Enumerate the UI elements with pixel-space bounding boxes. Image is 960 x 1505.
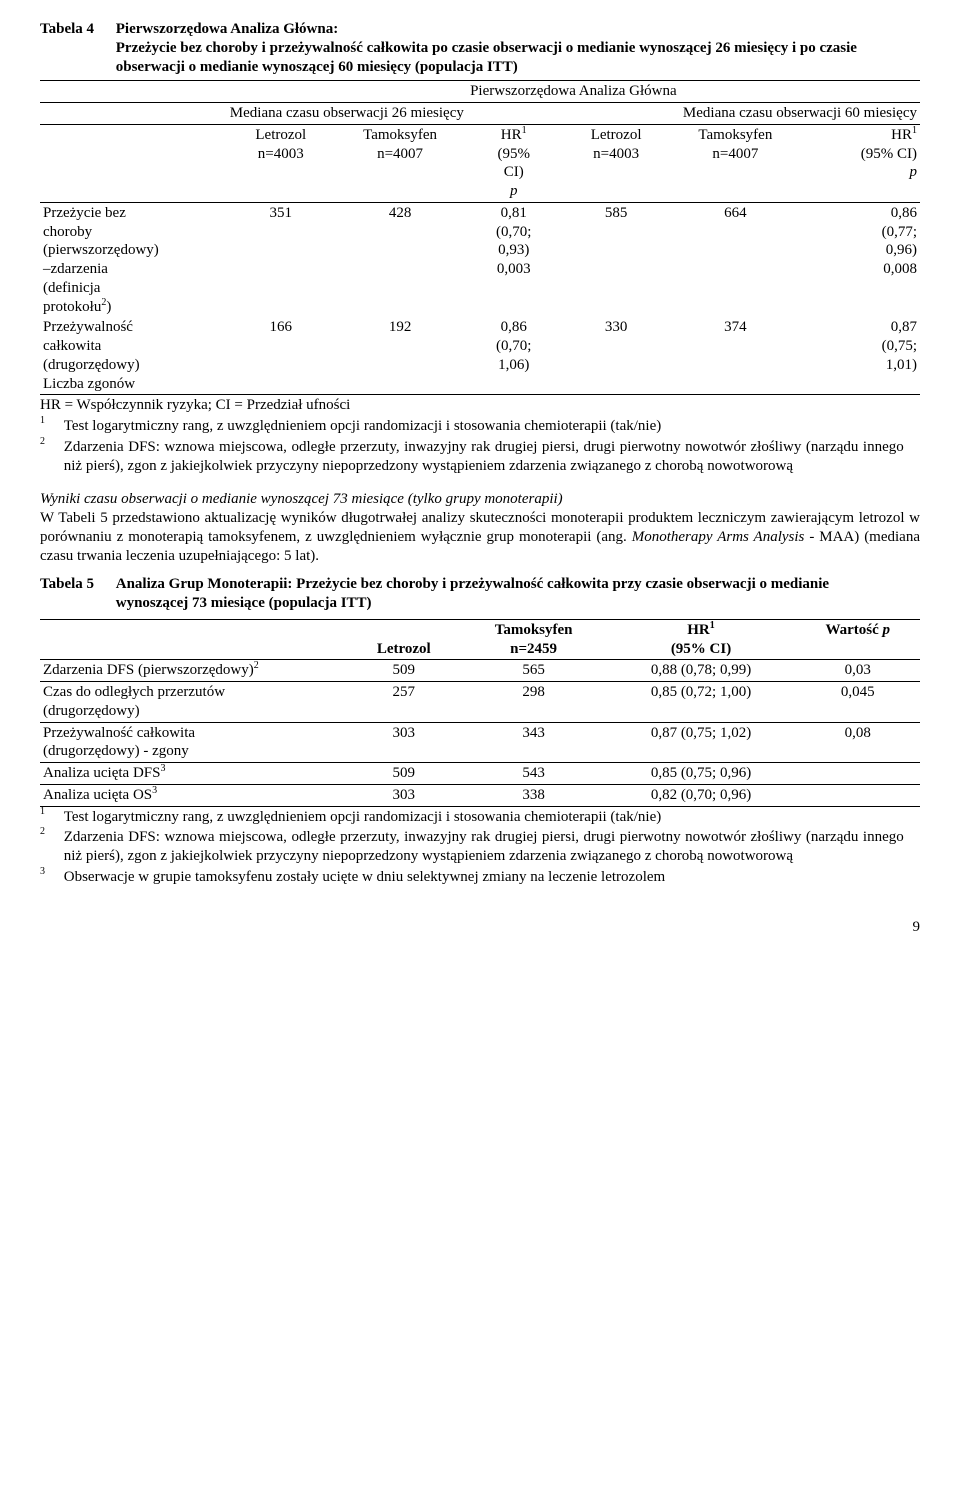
t4-h-tamox: Tamoksyfen: [363, 127, 437, 143]
t5-h-tamox-n: n=2459: [510, 641, 557, 657]
t4-fn1-num: 1: [40, 415, 60, 428]
t4-fn2-num: 2: [40, 436, 60, 449]
t5-fn2-num: 2: [40, 826, 60, 839]
table4-title: Pierwszorzędowa Analiza Główna: Przeżyci…: [116, 20, 896, 76]
t4-group-left: Mediana czasu obserwacji 26 miesięcy: [227, 103, 562, 125]
t5-h-letrozol: Letrozol: [377, 641, 431, 657]
table4: Pierwszorzędowa Analiza Główna Mediana c…: [40, 80, 920, 476]
t4-h-hr: HR: [501, 127, 522, 143]
t5-fn3: Obserwacje w grupie tamoksyfenu zostały …: [64, 868, 904, 887]
t4-row2: Przeżywalność całkowita (drugorzędowy) L…: [40, 317, 920, 395]
t4-fn1: Test logarytmiczny rang, z uwzględnienie…: [64, 417, 904, 436]
t5-fn2: Zdarzenia DFS: wznowa miejscowa, odległe…: [64, 828, 904, 866]
t5-h-tamox: Tamoksyfen: [495, 622, 573, 638]
t5-fn1: Test logarytmiczny rang, z uwzględnienie…: [64, 808, 904, 827]
table5-heading: Tabela 5 Analiza Grup Monoterapii: Przeż…: [40, 575, 920, 613]
para-between: Wyniki czasu obserwacji o medianie wynos…: [40, 490, 920, 565]
page-number: 9: [40, 918, 920, 937]
t4-row1: Przeżycie bez choroby (pierwszorzędowy) …: [40, 202, 920, 317]
table4-label: Tabela 4: [40, 20, 112, 39]
t5-row1: Zdarzenia DFS (pierwszorzędowy)2 509 565…: [40, 660, 920, 682]
t5-fn3-num: 3: [40, 866, 60, 879]
t4-superheader: Pierwszorzędowa Analiza Główna: [227, 81, 920, 103]
t4-footnote-lead: HR = Współczynnik ryzyka; CI = Przedział…: [40, 395, 920, 416]
table4-heading: Tabela 4 Pierwszorzędowa Analiza Główna:…: [40, 20, 920, 76]
t4-h-letrozol: Letrozol: [255, 127, 306, 143]
table5: Letrozol Tamoksyfen n=2459 HR1 (95% CI) …: [40, 619, 920, 888]
t5-h-hr: HR: [687, 622, 710, 638]
t5-fn1-num: 1: [40, 806, 60, 819]
t4-group-right: Mediana czasu obserwacji 60 miesięcy: [562, 103, 920, 125]
table5-label: Tabela 5: [40, 575, 112, 594]
t5-h-p: Wartość: [825, 622, 878, 638]
table5-title: Analiza Grup Monoterapii: Przeżycie bez …: [116, 575, 896, 613]
t4-h-n4003: n=4003: [258, 146, 304, 162]
t5-row2: Czas do odległych przerzutów(drugorzędow…: [40, 682, 920, 723]
t5-row5: Analiza ucięta OS3 303 338 0,82 (0,70; 0…: [40, 784, 920, 806]
t4-h-n4007: n=4007: [377, 146, 423, 162]
t5-row4: Analiza ucięta DFS3 509 543 0,85 (0,75; …: [40, 763, 920, 785]
t4-fn2: Zdarzenia DFS: wznowa miejscowa, odległe…: [64, 438, 904, 476]
t5-row3: Przeżywalność całkowita(drugorzędowy) - …: [40, 722, 920, 763]
para-ital-lead: Wyniki czasu obserwacji o medianie wynos…: [40, 491, 563, 507]
